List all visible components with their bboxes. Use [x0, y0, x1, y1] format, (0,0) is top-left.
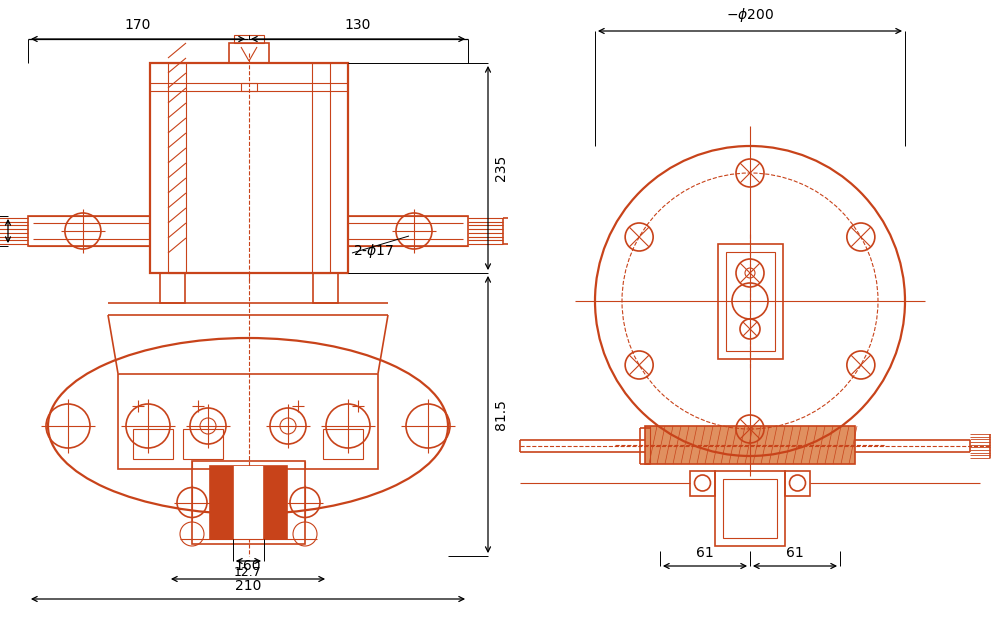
Bar: [312, 63, 330, 273]
Bar: [323, 428, 363, 458]
Text: 160: 160: [235, 559, 261, 573]
Bar: [264, 466, 287, 539]
Bar: [28, 216, 150, 246]
Text: 235: 235: [494, 155, 508, 181]
Bar: [718, 243, 782, 358]
Bar: [313, 273, 338, 303]
Bar: [726, 252, 774, 350]
Text: 61: 61: [696, 546, 714, 560]
Bar: [234, 35, 264, 43]
Bar: [645, 426, 855, 464]
Bar: [715, 471, 785, 546]
Bar: [690, 471, 715, 496]
Bar: [233, 466, 264, 539]
Text: 61: 61: [786, 546, 804, 560]
Bar: [118, 373, 378, 468]
Text: 130: 130: [345, 18, 371, 32]
Bar: [229, 43, 269, 63]
Bar: [723, 479, 777, 538]
Bar: [210, 466, 233, 539]
Bar: [241, 83, 257, 91]
Text: $-\phi$200: $-\phi$200: [726, 6, 774, 24]
Bar: [183, 428, 223, 458]
Text: 29.5: 29.5: [0, 224, 1, 238]
Bar: [645, 426, 855, 464]
Bar: [168, 63, 186, 273]
Bar: [133, 428, 173, 458]
Bar: [785, 471, 810, 496]
Text: 210: 210: [235, 579, 261, 593]
Text: 81.5: 81.5: [494, 399, 508, 430]
Bar: [160, 273, 185, 303]
Bar: [348, 216, 468, 246]
Text: 12.7: 12.7: [234, 566, 262, 579]
Bar: [150, 63, 348, 273]
Text: 2-$\phi$17: 2-$\phi$17: [353, 242, 394, 260]
Text: 170: 170: [125, 18, 151, 32]
Bar: [210, 466, 287, 539]
Bar: [192, 461, 305, 544]
